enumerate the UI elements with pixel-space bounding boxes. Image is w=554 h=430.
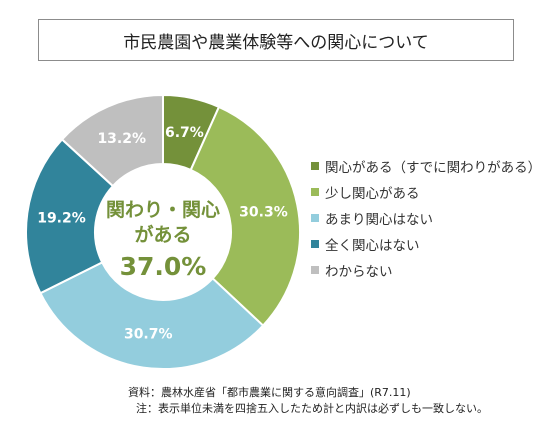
center-label-line1: 関わり・関心: [106, 199, 220, 221]
label-unknown: 13.2%: [97, 131, 146, 147]
legend-item: あまり関心はない: [311, 206, 541, 230]
legend-swatch: [311, 162, 319, 170]
legend-item: 少し関心がある: [311, 180, 541, 204]
chart-legend: 関心がある（すでに関わりがある） 少し関心がある あまり関心はない 全く関心はない わか…: [311, 154, 541, 284]
label-not-very-interested: 30.7%: [124, 326, 173, 342]
legend-label: 関心がある（すでに関わりがある）: [325, 160, 542, 176]
slice-somewhat-interested: [189, 105, 301, 327]
legend-swatch: [311, 188, 319, 196]
legend-item: 全く関心はない: [311, 232, 541, 256]
slice-unknown: [60, 93, 164, 188]
center-label-line2: がある: [134, 223, 191, 246]
slice-not-interested: [25, 137, 115, 295]
donut-chart: 6.7% 30.3% 30.7% 19.2% 13.2% 関わり・関心がある 37.0%: [25, 93, 301, 370]
center-label-value: 37.0%: [120, 252, 207, 281]
legend-label: 少し関心がある: [325, 186, 420, 202]
chart-title-text: 市民農園や農業体験等への関心について: [123, 32, 429, 53]
legend-swatch: [311, 240, 319, 248]
legend-label: わからない: [325, 264, 393, 280]
legend-item: 関心がある（すでに関わりがある）: [311, 154, 541, 178]
source-note: 資料：農林水産省「都市農業に関する意向調査」(R7.11): [128, 386, 411, 399]
slice-not-very-interested: [39, 261, 265, 370]
legend-label: 全く関心はない: [325, 238, 420, 254]
caveat-note: 注：表示単位未満を四捨五入したため計と内訳は必ずしも一致しない。: [136, 402, 488, 415]
legend-swatch: [311, 266, 319, 274]
label-interested: 6.7%: [165, 125, 204, 141]
legend-item: わからない: [311, 258, 541, 282]
legend-label: あまり関心はない: [325, 212, 433, 228]
label-not-interested: 19.2%: [37, 211, 86, 227]
label-somewhat-interested: 30.3%: [239, 205, 288, 221]
chart-title: 市民農園や農業体験等への関心について: [38, 19, 514, 61]
legend-swatch: [311, 214, 319, 222]
